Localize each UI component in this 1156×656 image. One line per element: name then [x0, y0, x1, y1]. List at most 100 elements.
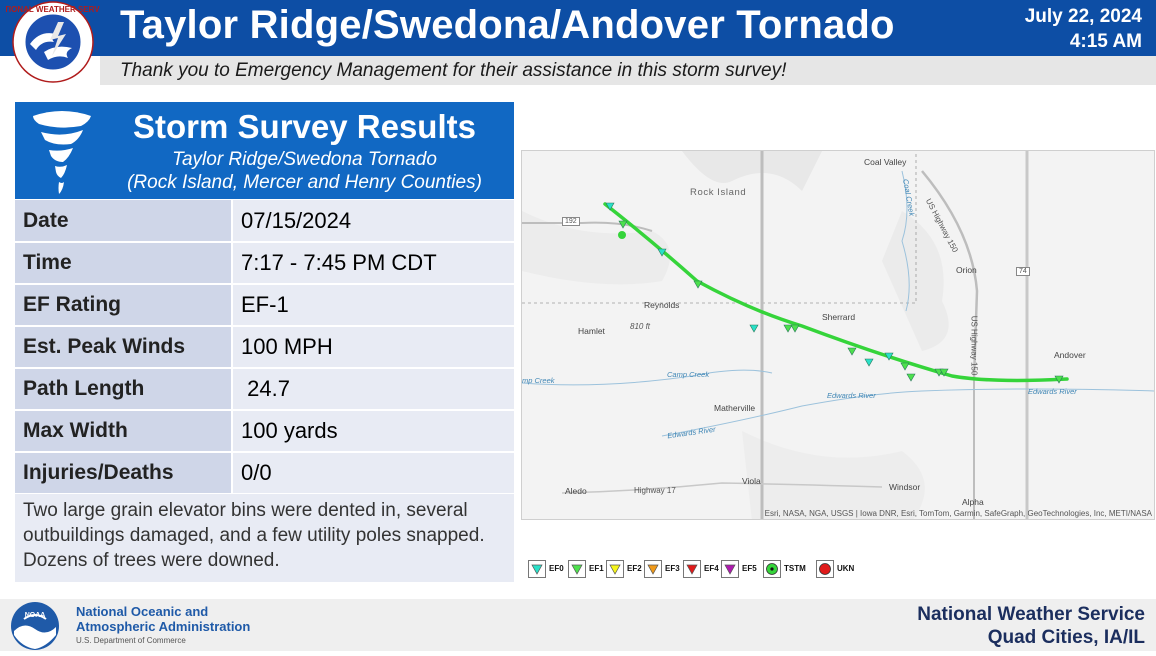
- ef4-triangle-icon: [686, 564, 698, 575]
- table-row: Path Length 24.7: [15, 368, 514, 411]
- table-row: EF Rating EF-1: [15, 284, 514, 327]
- thanks-message: Thank you to Emergency Management for th…: [120, 60, 787, 81]
- map-label-orion: Orion: [956, 265, 977, 275]
- damage-point-ef0: [864, 358, 874, 367]
- map-label-sherrard: Sherrard: [822, 312, 856, 322]
- route-74-shield: 74: [1016, 267, 1030, 276]
- terrain-shade: [522, 211, 670, 285]
- tornado-track-line: [603, 202, 1069, 383]
- damage-point-ef1: [1054, 375, 1064, 384]
- damage-point-ef1: [939, 368, 949, 377]
- damage-point-ef1: [906, 373, 916, 382]
- damage-point-ef1: [900, 362, 910, 371]
- damage-point-ef1: [783, 324, 793, 333]
- footer: NOAA National Oceanic and Atmospheric Ad…: [0, 599, 1156, 651]
- highway-17: [561, 482, 883, 494]
- damage-point-ef0: [605, 202, 615, 211]
- table-row: Est. Peak Winds 100 MPH: [15, 326, 514, 369]
- map-label-matherville: Matherville: [714, 403, 756, 413]
- survey-heading: Storm Survey Results: [133, 108, 476, 145]
- coal-creek: [901, 170, 910, 312]
- edwards-river: [661, 388, 1154, 437]
- ef5-triangle-icon: [724, 564, 736, 575]
- table-row: Injuries/Deaths 0/0: [15, 452, 514, 495]
- map-label-highway17: Highway 17: [634, 486, 676, 495]
- row-label: Max Width: [15, 410, 233, 453]
- map-label-hamlet: Hamlet: [578, 326, 605, 336]
- issue-datetime: July 22, 2024 4:15 AM: [1025, 4, 1142, 54]
- damage-point-ef1: [847, 347, 857, 356]
- map-label-coal-valley: Coal Valley: [864, 157, 907, 167]
- map-label-edwards-river-east: Edwards River: [1028, 387, 1077, 396]
- issue-date: July 22, 2024: [1024, 6, 1142, 27]
- map-label-windsor: Windsor: [889, 482, 921, 492]
- terrain-shade: [682, 151, 822, 191]
- ef0-triangle-icon: [531, 564, 543, 575]
- damage-point-ef0: [749, 324, 759, 333]
- survey-subtitle: Taylor Ridge/Swedona Tornado: [172, 149, 437, 170]
- damage-point-ef1: [790, 324, 800, 333]
- thanks-bar: Thank you to Emergency Management for th…: [100, 56, 1156, 85]
- table-row: Max Width 100 yards: [15, 410, 514, 453]
- survey-counties: (Rock Island, Mercer and Henry Counties): [127, 172, 482, 193]
- map-label-camp-creek-west: mp Creek: [522, 376, 555, 385]
- map-label-elevation: 810 ft: [630, 322, 651, 331]
- page-title: Taylor Ridge/Swedona/Andover Tornado: [120, 3, 895, 47]
- terrain-shade: [742, 431, 925, 519]
- row-label: EF Rating: [15, 284, 233, 327]
- map-canvas: [522, 151, 1154, 519]
- map-label-edwards-river: Edwards River: [827, 391, 876, 400]
- map-label-alpha: Alpha: [962, 497, 984, 507]
- noaa-name-line1: National Oceanic and: [76, 604, 209, 619]
- camp-creek: [522, 369, 773, 386]
- nws-logo-icon: NATIONAL WEATHER SERVICE: [0, 0, 114, 84]
- damage-point-ef1: [693, 280, 703, 289]
- map-label-rock-island: Rock Island: [690, 187, 747, 198]
- nws-office: National Weather Service Quad Cities, IA…: [917, 603, 1145, 649]
- ef2-triangle-icon: [609, 564, 621, 575]
- row-label: Injuries/Deaths: [15, 452, 233, 495]
- title-banner: Taylor Ridge/Swedona/Andover Tornado Jul…: [0, 0, 1156, 56]
- survey-header: Storm Survey Results Taylor Ridge/Swedon…: [15, 102, 514, 199]
- survey-table: Date 07/15/2024 Time 7:17 - 7:45 PM CDT EF…: [15, 200, 514, 495]
- table-row: Date 07/15/2024: [15, 200, 514, 243]
- damage-point-tstm: [618, 231, 626, 239]
- map-label-us150-south: US Highway 150: [969, 315, 979, 376]
- tornado-icon: [29, 108, 95, 196]
- row-label: Time: [15, 242, 233, 285]
- row-value: 100 MPH: [232, 326, 514, 369]
- terrain-shade: [882, 211, 949, 351]
- ef3-triangle-icon: [647, 564, 659, 575]
- damage-point-ef0: [657, 248, 667, 257]
- nws-office-line1: National Weather Service: [917, 604, 1145, 625]
- table-row: Time 7:17 - 7:45 PM CDT: [15, 242, 514, 285]
- nws-logo-text: NATIONAL WEATHER SERVICE: [6, 5, 100, 14]
- damage-points: [605, 202, 1064, 384]
- road-192: [522, 221, 653, 232]
- svg-text:NOAA: NOAA: [25, 612, 46, 619]
- noaa-name: National Oceanic and Atmospheric Adminis…: [76, 604, 250, 634]
- route-192-shield: 192: [562, 217, 580, 226]
- ukn-circle-icon: [819, 563, 831, 575]
- tornado-track-map[interactable]: Rock Island Coal Valley Orion Reynolds H…: [521, 150, 1155, 520]
- map-label-andover: Andover: [1054, 350, 1086, 360]
- noaa-name-line2: Atmospheric Administration: [76, 619, 251, 634]
- row-label: Path Length: [15, 368, 233, 411]
- row-label: Date: [15, 200, 233, 243]
- row-value: EF-1: [232, 284, 514, 327]
- map-attribution: Esri, NASA, NGA, USGS | Iowa DNR, Esri, …: [764, 509, 1152, 518]
- map-label-aledo: Aledo: [565, 486, 587, 496]
- damage-point-ef0: [884, 352, 894, 361]
- map-label-camp-creek: Camp Creek: [667, 370, 710, 379]
- damage-description: Two large grain elevator bins were dente…: [15, 494, 514, 582]
- row-value: 100 yards: [232, 410, 514, 453]
- map-label-viola: Viola: [742, 476, 761, 486]
- row-value: 0/0: [232, 452, 514, 495]
- nws-office-line2: Quad Cities, IA/IL: [987, 627, 1145, 648]
- noaa-logo-icon: NOAA: [10, 601, 60, 651]
- row-value: 7:17 - 7:45 PM CDT: [232, 242, 514, 285]
- damage-point-ef1: [618, 220, 628, 229]
- noaa-department: U.S. Department of Commerce: [76, 636, 186, 645]
- ef1-triangle-icon: [571, 564, 583, 575]
- row-label: Est. Peak Winds: [15, 326, 233, 369]
